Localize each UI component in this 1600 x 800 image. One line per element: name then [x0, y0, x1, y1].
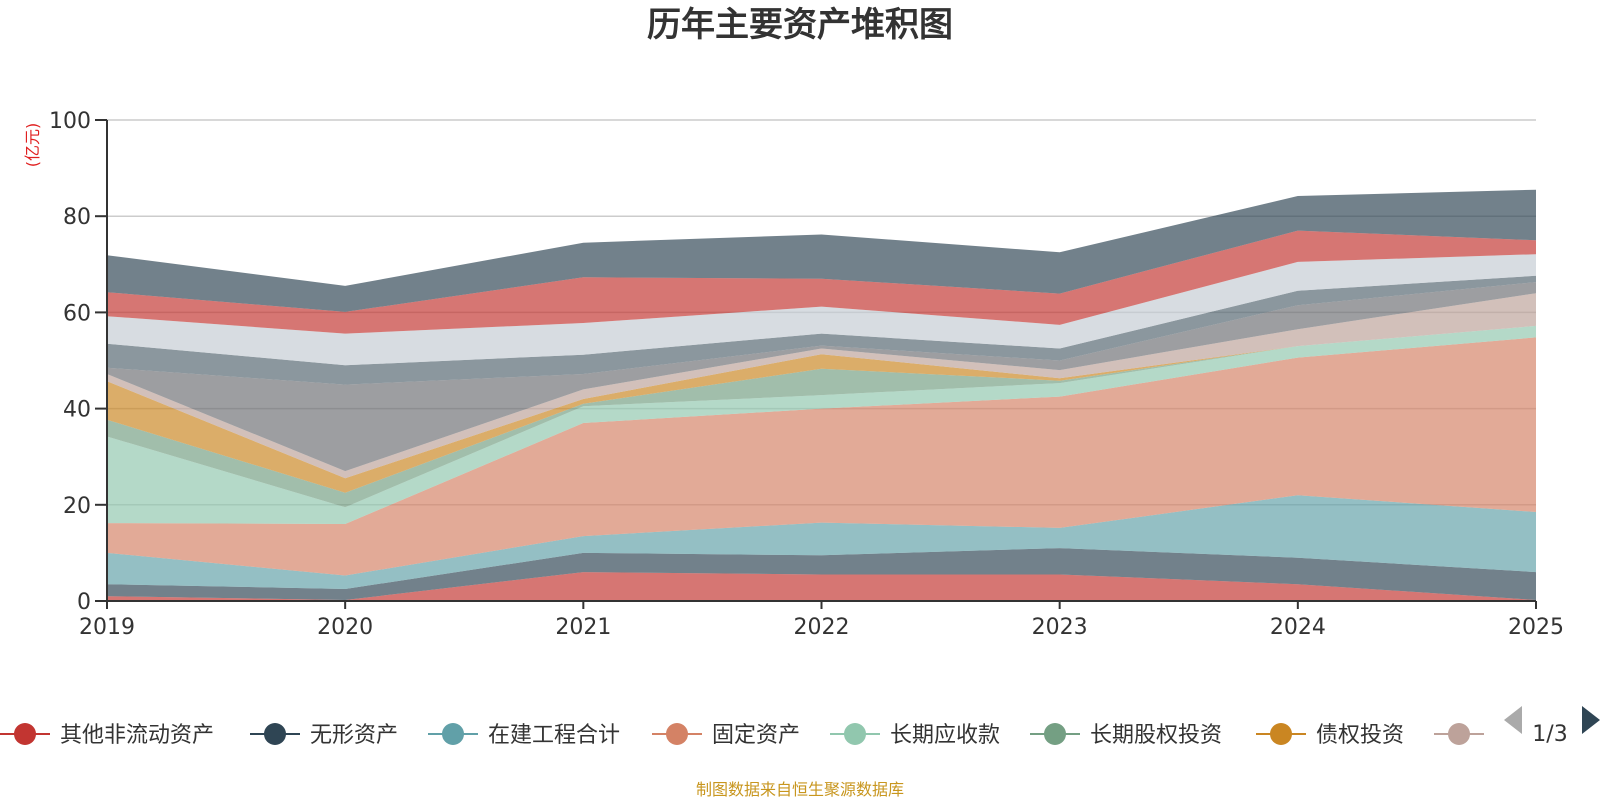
legend-circle-marker [1448, 723, 1470, 745]
y-tick-label: 80 [63, 205, 91, 230]
legend-circle-marker [1270, 723, 1292, 745]
legend-item[interactable]: 债权投资 [1256, 723, 1404, 748]
legend: 其他非流动资产 无形资产 在建工程合计 固定资产 长期应收款 长期股权投资 债权投资 [0, 723, 1484, 748]
y-tick-label: 100 [49, 109, 91, 134]
area-series-10[interactable] [107, 275, 1536, 385]
area-series-4[interactable] [107, 337, 1536, 576]
data-source-note: 制图数据来自恒生聚源数据库 [696, 780, 904, 799]
y-tick-label: 0 [77, 590, 91, 615]
legend-circle-marker [442, 723, 464, 745]
y-tick-label: 60 [63, 301, 91, 326]
area-series-3[interactable] [107, 495, 1536, 589]
y-tick-label: 40 [63, 398, 91, 423]
chart-title: 历年主要资产堆积图 [647, 5, 953, 45]
legend-label: 在建工程合计 [488, 723, 620, 748]
legend-label: 无形资产 [310, 723, 398, 748]
legend-next-icon[interactable] [1582, 706, 1600, 734]
area-series-11[interactable] [107, 254, 1536, 366]
legend-item[interactable]: 其他非流动资产 [0, 723, 214, 748]
legend-item[interactable]: 在建工程合计 [428, 723, 620, 748]
legend-circle-marker [14, 723, 36, 745]
x-tick-label: 2022 [794, 615, 850, 640]
legend-label: 长期股权投资 [1090, 723, 1222, 748]
legend-label: 长期应收款 [890, 723, 1000, 748]
axes: 0 20 40 60 80 100 2019 2020 2021 2022 2023 2024 2025 [49, 109, 1564, 640]
area-series-7[interactable] [107, 325, 1536, 493]
area-series [107, 189, 1536, 601]
legend-item[interactable]: 无形资产 [250, 723, 398, 748]
y-tick-label: 20 [63, 494, 91, 519]
legend-label: 固定资产 [712, 723, 800, 748]
x-tick-label: 2024 [1270, 615, 1326, 640]
x-tick-label: 2023 [1032, 615, 1088, 640]
legend-label: 其他非流动资产 [60, 723, 214, 748]
area-series-13[interactable] [107, 189, 1536, 312]
legend-item[interactable]: 固定资产 [652, 723, 800, 748]
area-series-1[interactable] [107, 572, 1536, 601]
area-series-12[interactable] [107, 230, 1536, 334]
legend-circle-marker [1044, 723, 1066, 745]
x-tick-label: 2025 [1508, 615, 1564, 640]
legend-circle-marker [264, 723, 286, 745]
area-series-2[interactable] [107, 548, 1536, 600]
legend-item[interactable] [1434, 723, 1484, 745]
x-tick-label: 2019 [79, 615, 135, 640]
legend-prev-icon[interactable] [1504, 706, 1522, 734]
area-series-9[interactable] [107, 282, 1536, 472]
legend-page-indicator: 1/3 [1532, 722, 1567, 747]
legend-pager: 1/3 [1504, 706, 1600, 747]
legend-item[interactable]: 长期应收款 [830, 723, 1000, 748]
legend-item[interactable]: 长期股权投资 [1030, 723, 1222, 748]
legend-circle-marker [666, 723, 688, 745]
legend-label: 债权投资 [1316, 723, 1404, 748]
y-axis-unit: (亿元) [23, 123, 42, 168]
area-series-8[interactable] [107, 293, 1536, 479]
x-tick-label: 2021 [555, 615, 611, 640]
area-series-5[interactable] [107, 325, 1536, 524]
legend-circle-marker [844, 723, 866, 745]
x-tick-label: 2020 [317, 615, 373, 640]
